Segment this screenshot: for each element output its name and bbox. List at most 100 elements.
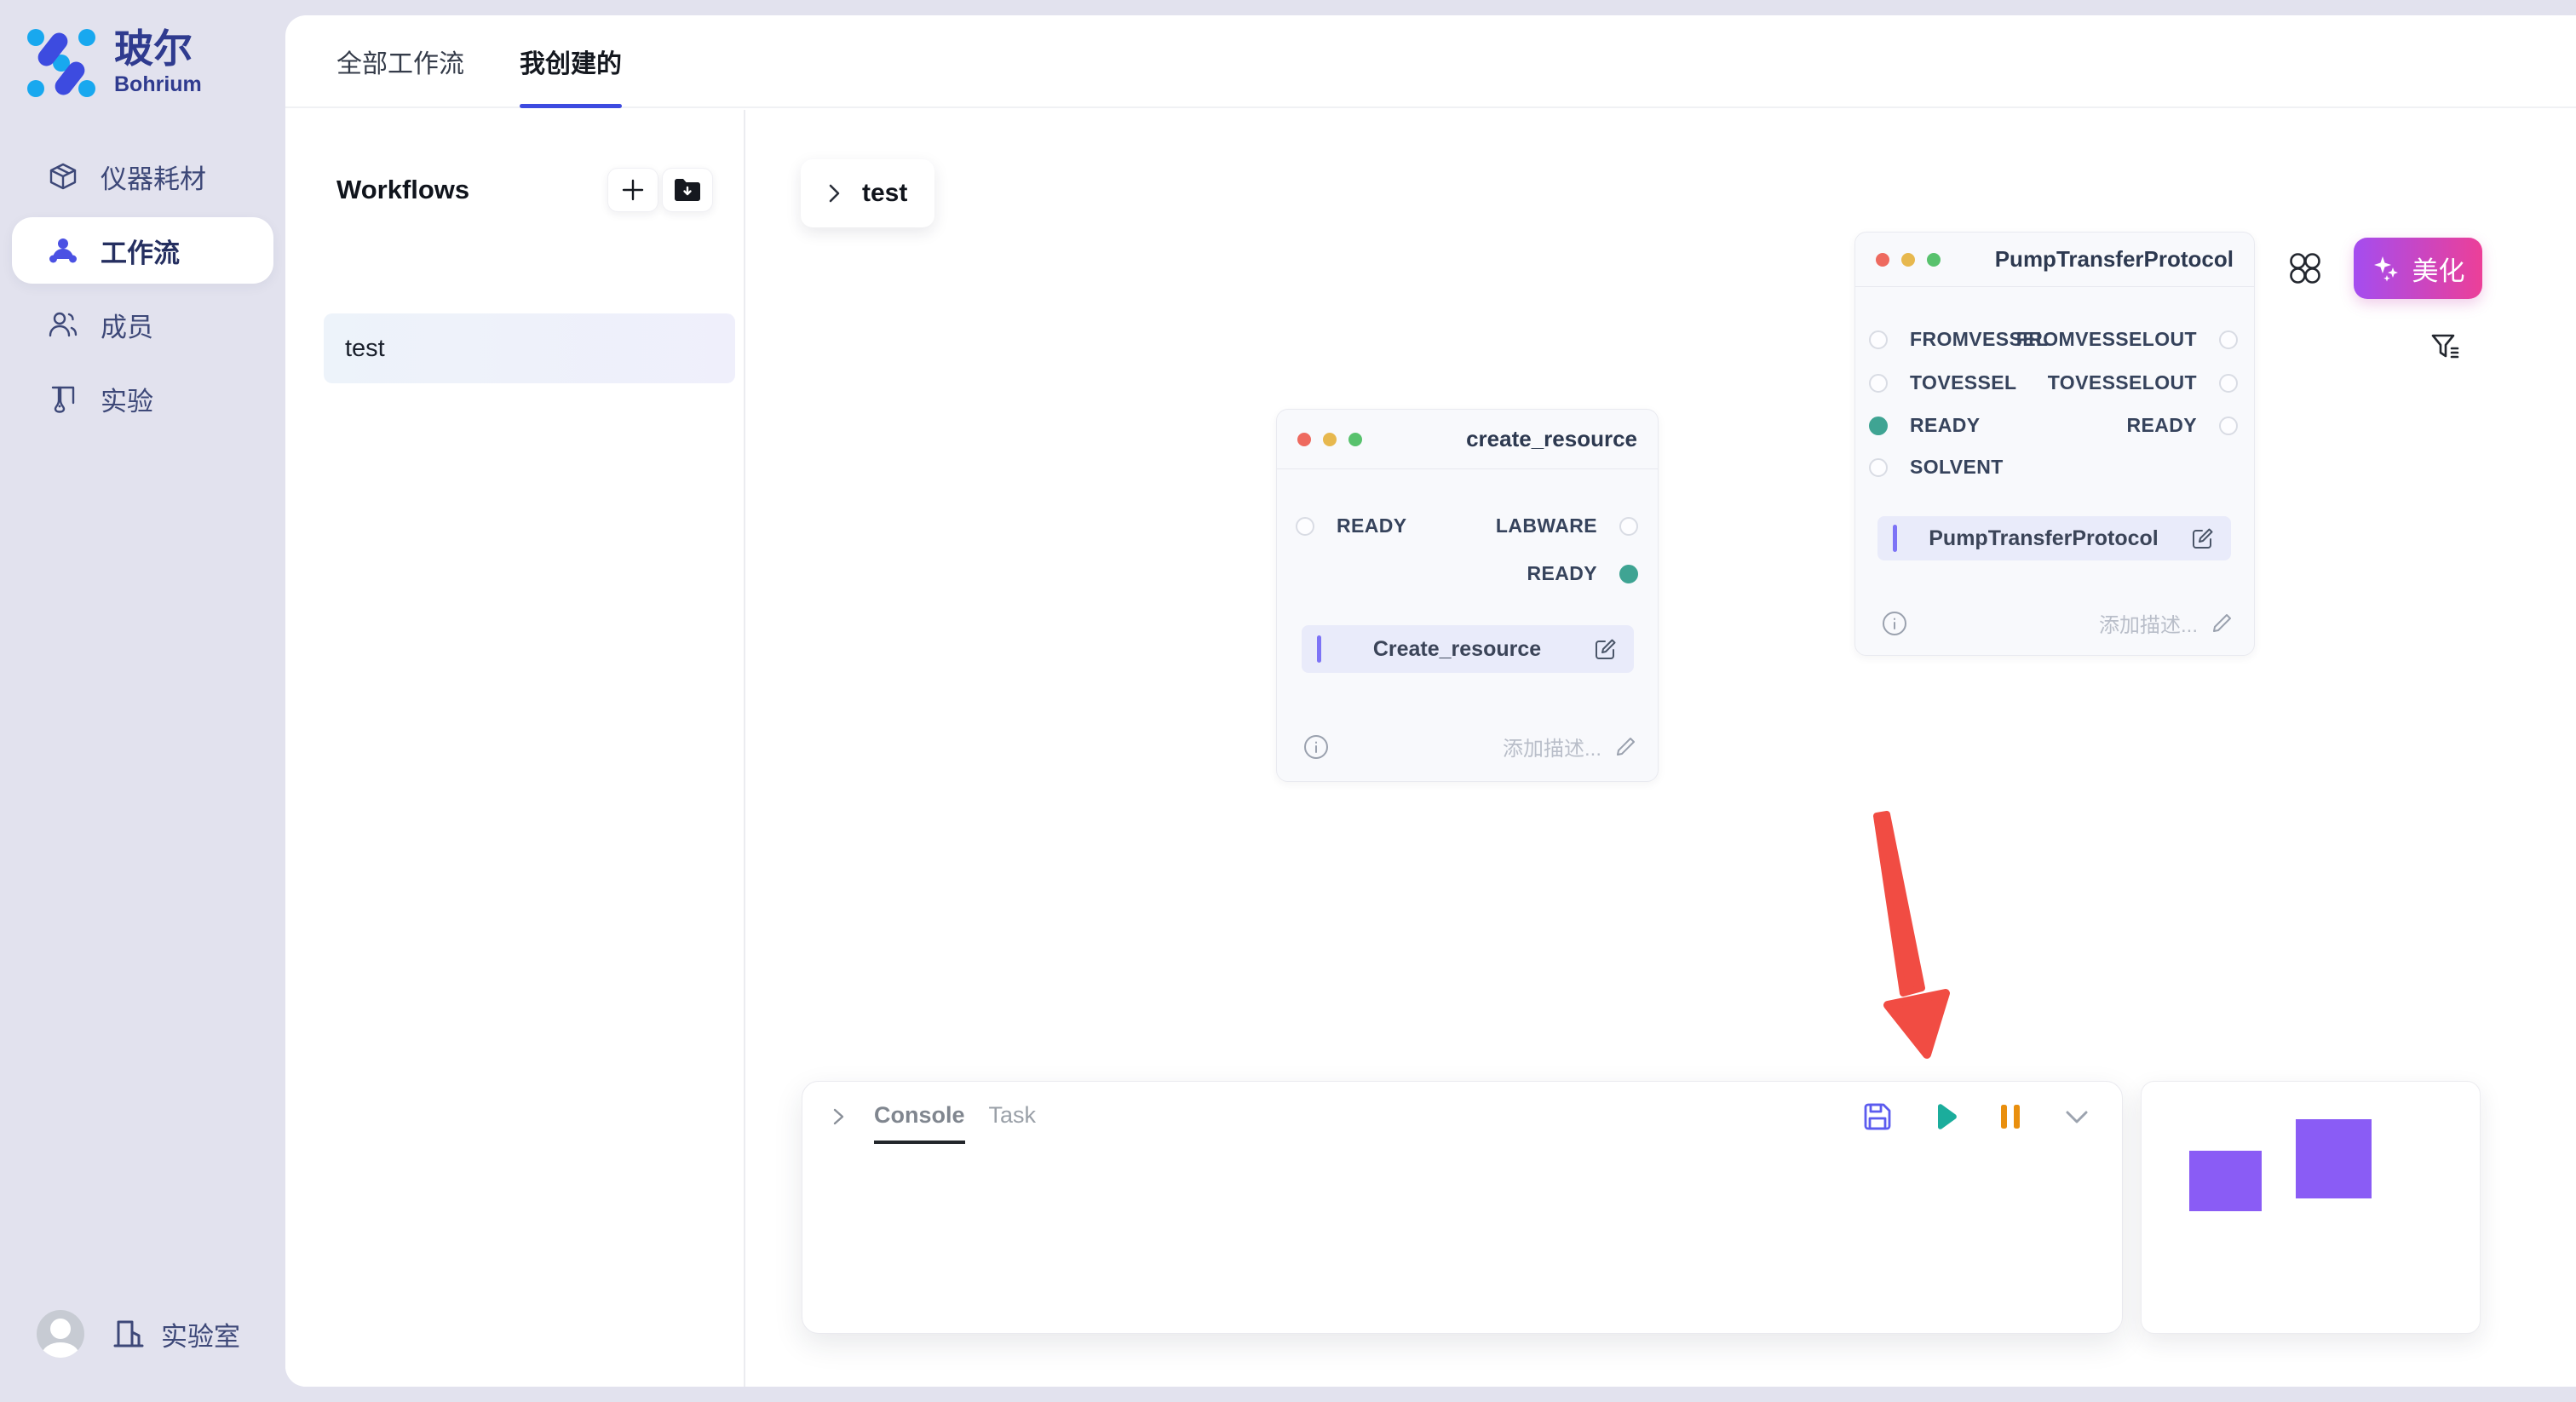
node-label-box[interactable]: PumpTransferProtocol [1877,516,2231,560]
node-title: create_resource [1466,426,1637,451]
port-ready-in[interactable]: READY [1869,414,1981,437]
port-labware-out[interactable]: LABWARE [1496,514,1638,537]
app-logo: 玻尔 Bohrium [26,27,202,99]
sidebar-item-label: 仪器耗材 [101,164,206,194]
sidebar-item-instruments[interactable]: 仪器耗材 [12,143,273,210]
dot-green [1927,252,1941,267]
command-layout-icon[interactable] [2287,250,2323,286]
filter-funnel-icon[interactable] [2429,330,2463,364]
node-description[interactable]: 添加描述... [2099,608,2234,638]
workflow-list-item[interactable]: test [324,313,735,383]
folder-import-icon [675,179,700,201]
beautify-button[interactable]: 美化 [2354,238,2482,299]
beautify-label: 美化 [2412,256,2465,286]
save-icon [1864,1103,1891,1130]
label-accent-bar [1317,635,1321,663]
node-description[interactable]: 添加描述... [1503,732,1637,761]
play-icon [1938,1104,1957,1129]
port-fromvesselout[interactable]: FROMVESSELOUT [2016,328,2238,351]
sidebar-item-label: 实验 [101,386,153,417]
info-icon[interactable] [1881,610,1908,637]
add-workflow-button[interactable] [607,168,658,212]
tab-created-by-me[interactable]: 我创建的 [520,15,622,108]
dot-red [1297,432,1311,446]
port-tovesselout[interactable]: TOVESSELOUT [2048,371,2238,394]
save-button[interactable] [1861,1100,1894,1133]
experiment-icon [51,386,75,413]
sidebar-footer: 实验室 [37,1310,240,1358]
port-dot[interactable] [1869,330,1888,349]
port-solvent-in[interactable]: SOLVENT [1869,456,2004,479]
collapse-console-button[interactable] [2059,1099,2095,1135]
port-dot[interactable] [1296,516,1314,536]
sidebar-item-label: 成员 [101,312,153,342]
edit-icon[interactable] [1593,636,1619,662]
info-icon[interactable] [1302,733,1330,761]
sparkles-icon [2373,256,2398,282]
workflows-panel-title: Workflows [336,175,470,204]
node-create-resource[interactable]: create_resource READY LABWARE READY Crea… [1276,409,1659,782]
port-dot[interactable] [2219,330,2238,349]
lab-label: 实验室 [161,1321,240,1352]
pause-icon [2001,1105,2020,1129]
sidebar-item-members[interactable]: 成员 [12,291,273,358]
main-content: 全部工作流 我创建的 Workflows test [285,15,2576,1387]
tab-console[interactable]: Console [874,1102,965,1144]
node-pump-transfer-protocol[interactable]: PumpTransferProtocol FROMVESSEL TOVESSEL… [1854,232,2255,656]
port-dot[interactable] [2219,416,2238,435]
port-ready-in[interactable]: READY [1296,514,1407,537]
port-ready-out[interactable]: READY [2126,414,2238,437]
minimap[interactable] [2141,1081,2481,1334]
node-traffic-dots [1876,252,1941,267]
red-annotation-arrow [1873,811,1950,1059]
logo-title: 玻尔 [114,26,193,71]
port-dot[interactable] [1619,516,1638,536]
tab-all-workflows[interactable]: 全部工作流 [336,49,464,78]
members-icon [49,312,78,337]
chevron-right-icon [829,184,840,203]
canvas-breadcrumb[interactable]: test [801,159,934,227]
workflow-item-name: test [345,334,385,362]
pause-button[interactable] [1996,1100,2025,1133]
port-dot[interactable] [1869,457,1888,477]
pencil-icon[interactable] [2210,612,2234,635]
minimap-node [2189,1151,2262,1211]
console-panel: Console Task [802,1081,2123,1334]
node-label-box[interactable]: Create_resource [1302,625,1634,673]
dot-red [1876,252,1889,267]
lab-switcher[interactable]: 实验室 [110,1315,240,1353]
workflows-panel: Workflows test [285,110,745,1387]
port-tovessel-in[interactable]: TOVESSEL [1869,371,2016,394]
chevron-down-icon [2066,1111,2088,1123]
logo-subtitle: Bohrium [114,72,202,96]
pencil-icon[interactable] [1613,735,1637,759]
label-accent-bar [1893,525,1897,552]
tab-task[interactable]: Task [988,1102,1037,1128]
sidebar-item-experiments[interactable]: 实验 [12,365,273,432]
node-title: PumpTransferProtocol [1994,246,2234,272]
breadcrumb-label: test [862,179,908,207]
user-avatar[interactable] [37,1310,84,1358]
port-dot-connected[interactable] [1869,416,1888,435]
port-fromvessel-in[interactable]: FROMVESSEL [1869,328,2048,351]
sidebar-item-label: 工作流 [101,238,180,268]
sidebar-item-workflows[interactable]: 工作流 [12,217,273,284]
bohrium-logo-icon [27,29,95,97]
edit-icon[interactable] [2190,526,2216,551]
import-folder-button[interactable] [662,168,713,212]
package-icon [49,163,77,190]
workflow-icon [49,238,77,263]
port-dot[interactable] [2219,373,2238,393]
chevron-right-icon[interactable] [826,1102,850,1131]
run-button[interactable] [1928,1100,1962,1134]
dot-yellow [1323,432,1337,446]
sidebar-nav: 仪器耗材 工作流 成员 实验 [12,143,273,440]
port-dot-connected[interactable] [1619,564,1638,583]
port-ready-out[interactable]: READY [1527,562,1638,585]
port-dot[interactable] [1869,373,1888,393]
building-icon [113,1320,144,1347]
workflow-canvas[interactable]: test 美化 [747,110,2576,1387]
workflow-tabs: 全部工作流 我创建的 [285,15,2576,108]
dot-green [1348,432,1362,446]
plus-icon [622,179,644,201]
